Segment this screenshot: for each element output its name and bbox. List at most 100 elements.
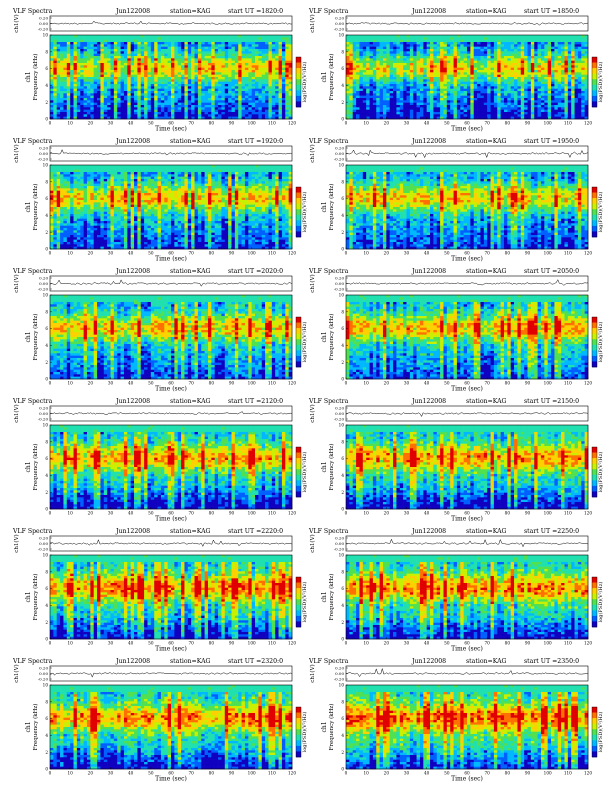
heatmap-cell bbox=[144, 72, 148, 75]
heatmap-cell bbox=[207, 107, 212, 110]
heatmap-cell bbox=[110, 49, 115, 52]
heatmap-cell bbox=[144, 67, 148, 71]
heatmap-cell bbox=[376, 107, 380, 110]
heatmap-cell bbox=[228, 74, 232, 78]
heatmap-cell bbox=[70, 67, 74, 71]
heatmap-cell bbox=[369, 35, 374, 38]
heatmap-cell bbox=[463, 88, 468, 92]
heatmap-cell bbox=[443, 86, 448, 89]
heatmap-cell bbox=[571, 107, 575, 110]
heatmap-cell bbox=[261, 79, 266, 82]
heatmap-cell bbox=[164, 98, 168, 101]
heatmap-cell bbox=[456, 91, 461, 94]
heatmap-cell bbox=[100, 51, 105, 54]
heatmap-cell bbox=[197, 37, 202, 40]
heatmap-cell bbox=[97, 116, 101, 120]
heatmap-cell bbox=[487, 91, 491, 94]
heatmap-cell bbox=[194, 60, 199, 64]
heatmap-cell bbox=[450, 70, 454, 73]
heatmap-cell bbox=[379, 44, 384, 47]
heatmap-cell bbox=[127, 72, 131, 75]
heatmap-cell bbox=[53, 39, 58, 43]
heatmap-cell bbox=[581, 35, 585, 38]
heatmap-cell bbox=[393, 70, 397, 73]
heatmap-cell bbox=[90, 46, 94, 50]
heatmap-cell bbox=[480, 63, 485, 66]
heatmap-cell bbox=[584, 70, 589, 73]
heatmap-cell bbox=[366, 60, 370, 64]
heatmap-cell bbox=[211, 91, 215, 94]
heatmap-cell bbox=[554, 95, 559, 99]
heatmap-cell bbox=[83, 72, 88, 75]
heatmap-cell bbox=[493, 95, 498, 99]
heatmap-cell bbox=[207, 39, 212, 43]
heatmap-cell bbox=[540, 65, 545, 68]
heatmap-cell bbox=[356, 100, 360, 103]
heatmap-cell bbox=[463, 91, 468, 94]
heatmap-cell bbox=[503, 63, 508, 66]
heatmap-cell bbox=[581, 39, 585, 43]
heatmap-cell bbox=[574, 95, 579, 99]
heatmap-cell bbox=[201, 72, 205, 75]
heatmap-cell bbox=[110, 70, 115, 73]
heatmap-cell bbox=[584, 79, 589, 82]
heatmap-cell bbox=[399, 81, 404, 85]
heatmap-cell bbox=[467, 56, 471, 59]
heatmap-cell bbox=[251, 42, 256, 45]
heatmap-cell bbox=[234, 114, 239, 117]
heatmap-cell bbox=[201, 107, 205, 110]
heatmap-cell bbox=[520, 46, 525, 50]
heatmap-cell bbox=[574, 91, 579, 94]
heatmap-cell bbox=[366, 46, 370, 50]
heatmap-cell bbox=[201, 91, 205, 94]
heatmap-cell bbox=[376, 46, 380, 50]
heatmap-cell bbox=[537, 79, 542, 82]
heatmap-cell bbox=[503, 74, 508, 78]
heatmap-cell bbox=[372, 39, 377, 43]
heatmap-cell bbox=[160, 56, 165, 59]
heatmap-cell bbox=[413, 44, 417, 47]
heatmap-cell bbox=[76, 100, 81, 103]
heatmap-cell bbox=[467, 70, 471, 73]
heatmap-cell bbox=[218, 81, 222, 85]
heatmap-cell bbox=[450, 37, 454, 40]
heatmap-cell bbox=[544, 49, 548, 52]
heatmap-cell bbox=[93, 88, 98, 92]
heatmap-cell bbox=[493, 91, 498, 94]
heatmap-cell bbox=[450, 93, 454, 96]
heatmap-cell bbox=[248, 105, 252, 108]
heatmap-cell bbox=[534, 35, 538, 38]
heatmap-cell bbox=[76, 37, 81, 40]
heatmap-cell bbox=[517, 35, 522, 38]
heatmap-cell bbox=[160, 39, 165, 43]
heatmap-cell bbox=[561, 37, 565, 40]
heatmap-cell bbox=[443, 102, 448, 106]
heatmap-cell bbox=[551, 91, 555, 94]
heatmap-cell bbox=[150, 58, 155, 61]
heatmap-cell bbox=[70, 86, 74, 89]
heatmap-cell bbox=[275, 37, 279, 40]
heatmap-cell bbox=[184, 114, 189, 117]
heatmap-cell bbox=[73, 39, 78, 43]
heatmap-cell bbox=[60, 51, 64, 54]
heatmap-cell bbox=[554, 58, 559, 61]
heatmap-cell bbox=[450, 58, 454, 61]
panel-station: station=KAG bbox=[466, 8, 507, 15]
heatmap-cell bbox=[251, 86, 256, 89]
heatmap-cell bbox=[147, 79, 152, 82]
heatmap-cell bbox=[490, 51, 495, 54]
heatmap-cell bbox=[567, 70, 572, 73]
heatmap-cell bbox=[544, 63, 548, 66]
heatmap-cell bbox=[137, 37, 142, 40]
heatmap-cell bbox=[540, 107, 545, 110]
heatmap-cell bbox=[561, 60, 565, 64]
heatmap-cell bbox=[53, 56, 58, 59]
heatmap-cell bbox=[483, 98, 488, 101]
heatmap-cell bbox=[487, 42, 491, 45]
heatmap-cell bbox=[577, 67, 582, 71]
heatmap-cell bbox=[584, 91, 589, 94]
heatmap-cell bbox=[197, 65, 202, 68]
heatmap-cell bbox=[288, 109, 293, 113]
heatmap-cell bbox=[346, 88, 350, 92]
heatmap-cell bbox=[154, 58, 158, 61]
